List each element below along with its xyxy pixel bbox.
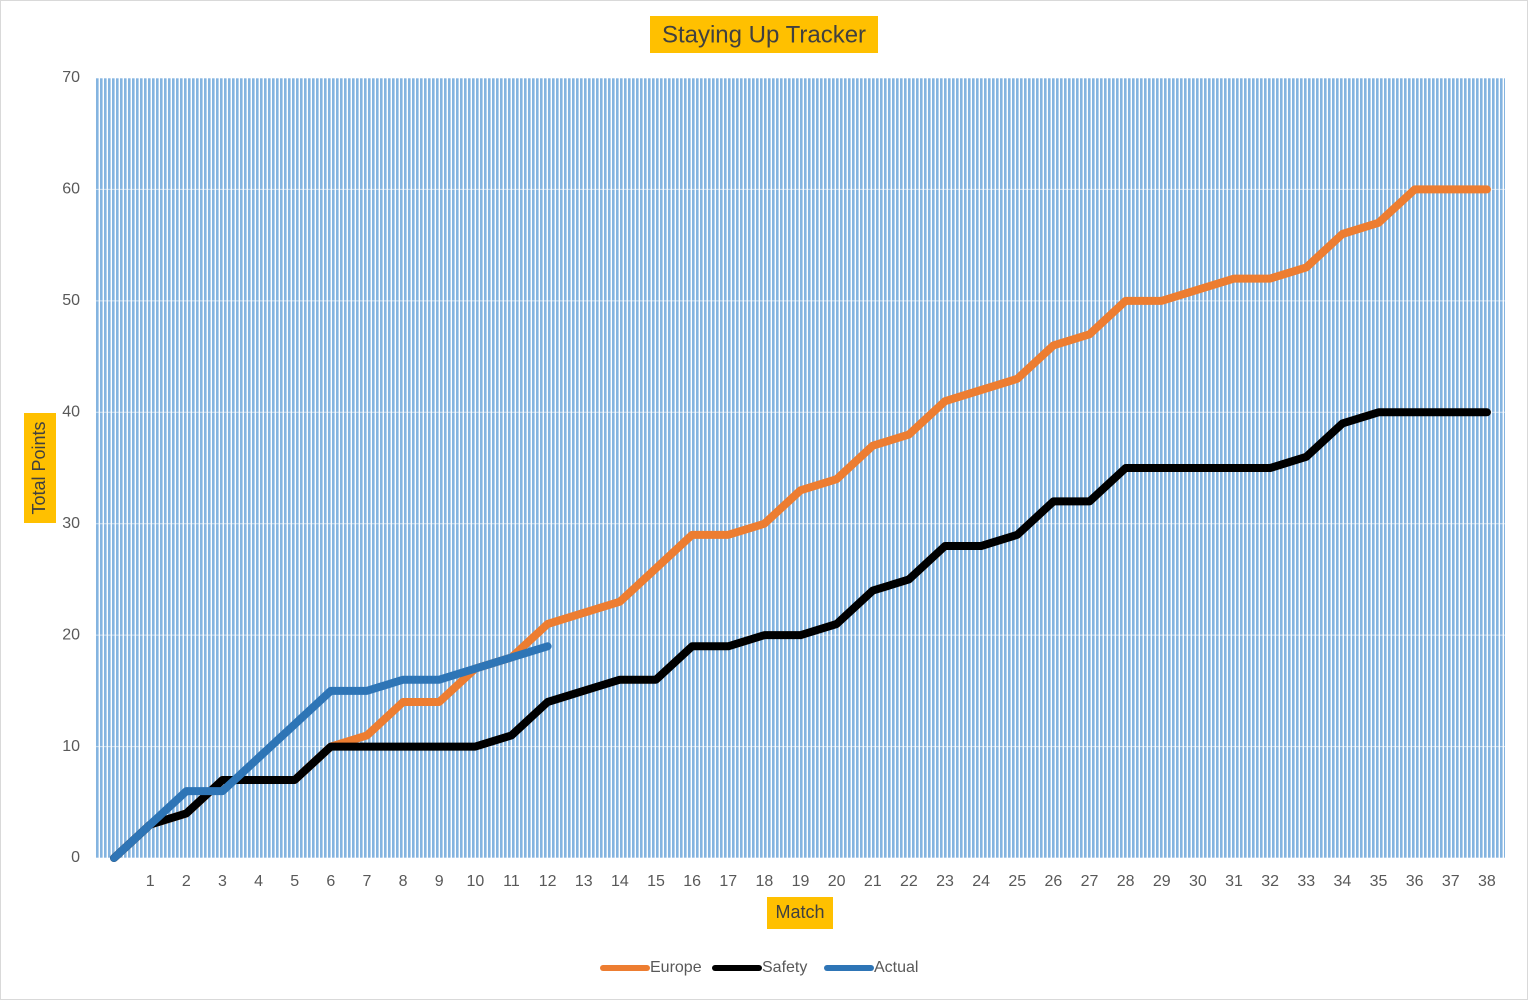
y-tick-label: 20	[62, 626, 80, 643]
x-tick-label: 21	[864, 873, 882, 890]
x-tick-label: 14	[611, 873, 629, 890]
x-tick-label: 28	[1117, 873, 1135, 890]
legend-label: Europe	[650, 959, 702, 976]
series-line	[110, 642, 552, 862]
x-tick-label: 31	[1225, 873, 1243, 890]
y-axis-label: Total Points	[29, 421, 49, 514]
y-tick-label: 60	[62, 181, 80, 198]
x-tick-label: 33	[1297, 873, 1315, 890]
x-tick-label: 9	[435, 873, 444, 890]
x-tick-label: 2	[182, 873, 191, 890]
x-tick-label: 23	[936, 873, 954, 890]
plot-area	[96, 78, 1505, 858]
series-line	[110, 408, 1491, 862]
x-tick-label: 11	[503, 873, 520, 890]
x-tick-label: 26	[1044, 873, 1062, 890]
x-tick-label: 37	[1442, 873, 1460, 890]
x-tick-label: 4	[254, 873, 263, 890]
x-tick-label: 20	[828, 873, 846, 890]
chart-title: Staying Up Tracker	[662, 21, 866, 48]
x-tick-label: 27	[1081, 873, 1099, 890]
y-label-box	[24, 413, 56, 523]
x-tick-label: 35	[1370, 873, 1388, 890]
y-tick-label: 0	[71, 849, 80, 866]
x-tick-label: 15	[647, 873, 665, 890]
x-tick-label: 18	[755, 873, 773, 890]
x-tick-label: 17	[719, 873, 737, 890]
title-box	[650, 16, 878, 53]
x-tick-label: 12	[539, 873, 557, 890]
x-tick-label: 36	[1406, 873, 1424, 890]
x-tick-label: 32	[1261, 873, 1279, 890]
x-tick-label: 6	[326, 873, 335, 890]
x-tick-label: 8	[399, 873, 408, 890]
y-tick-label: 70	[62, 69, 80, 86]
legend-label: Safety	[762, 959, 807, 976]
x-tick-label: 22	[900, 873, 918, 890]
y-tick-label: 10	[62, 738, 80, 755]
x-label-box	[767, 897, 833, 929]
x-tick-label: 7	[363, 873, 372, 890]
x-tick-label: 1	[146, 873, 155, 890]
x-tick-label: 38	[1478, 873, 1496, 890]
x-axis-label: Match	[775, 902, 824, 922]
x-tick-label: 10	[466, 873, 484, 890]
legend-label: Actual	[874, 959, 918, 976]
x-tick-label: 13	[575, 873, 593, 890]
x-tick-label: 3	[218, 873, 227, 890]
y-tick-label: 30	[62, 515, 80, 532]
x-tick-label: 29	[1153, 873, 1171, 890]
x-tick-label: 34	[1334, 873, 1352, 890]
x-tick-label: 16	[683, 873, 701, 890]
y-tick-label: 40	[62, 404, 80, 421]
y-tick-label: 50	[62, 292, 80, 309]
x-tick-label: 25	[1008, 873, 1026, 890]
x-tick-label: 30	[1189, 873, 1207, 890]
x-tick-label: 5	[290, 873, 299, 890]
x-tick-label: 19	[792, 873, 810, 890]
x-tick-label: 24	[972, 873, 990, 890]
